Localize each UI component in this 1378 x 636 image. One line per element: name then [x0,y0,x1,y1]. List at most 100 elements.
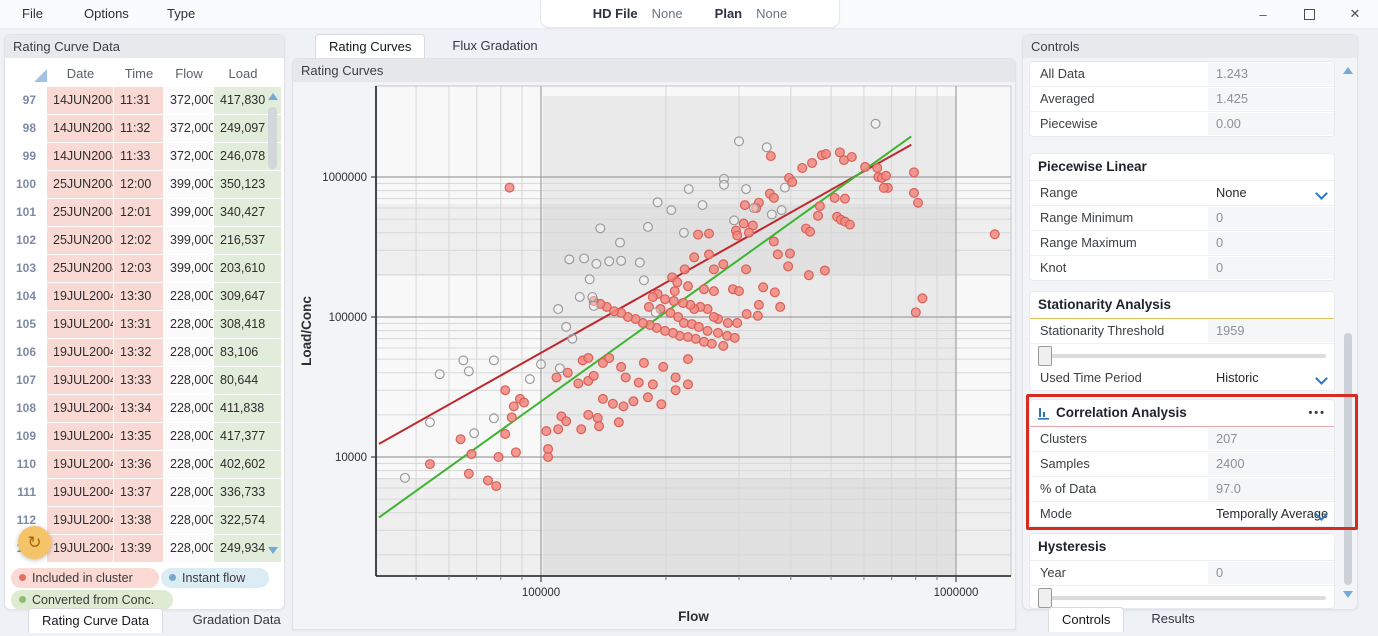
cell-time[interactable]: 13:37 [114,479,164,506]
data-point-other[interactable] [463,366,474,377]
data-point-other[interactable] [579,253,590,264]
group-menu-icon[interactable]: ••• [1308,407,1326,419]
data-point-included[interactable] [765,151,776,162]
col-header-time[interactable]: Time [124,66,154,81]
data-point-included[interactable] [732,318,743,329]
cell-flow[interactable]: 372,000 [164,87,214,114]
data-point-included[interactable] [752,310,763,321]
data-point-included[interactable] [734,286,745,297]
cell-flow[interactable]: 228,000 [164,451,214,478]
tab-gradation-data[interactable]: Gradation Data [192,612,281,627]
control-dropdown[interactable]: Historic [1208,367,1334,389]
cell-time[interactable]: 11:33 [114,143,164,170]
data-point-included[interactable] [819,265,830,276]
data-point-other[interactable] [614,237,625,248]
menu-file[interactable]: File [22,6,43,21]
cell-flow[interactable]: 228,000 [164,311,214,338]
data-point-included[interactable] [704,249,715,260]
data-point-included[interactable] [592,412,603,423]
data-point-included[interactable] [805,226,816,237]
data-point-included[interactable] [510,447,521,458]
cell-flow[interactable]: 228,000 [164,535,214,562]
data-point-included[interactable] [643,301,654,312]
row-number[interactable]: 106 [15,345,36,359]
data-point-other[interactable] [729,215,740,226]
data-point-included[interactable] [583,352,594,363]
data-point-included[interactable] [463,468,474,479]
row-number[interactable]: 112 [16,513,36,527]
menu-type[interactable]: Type [167,6,196,21]
data-point-other[interactable] [434,369,445,380]
cell-flow[interactable]: 228,000 [164,339,214,366]
data-point-included[interactable] [741,309,752,320]
cell-date[interactable]: 19JUL2004 [47,311,114,338]
data-point-included[interactable] [672,277,683,288]
data-point-included[interactable] [607,398,618,409]
data-point-other[interactable] [604,256,615,267]
data-point-included[interactable] [880,170,891,181]
slider-track[interactable] [1038,596,1326,600]
data-point-other[interactable] [458,355,469,366]
data-point-included[interactable] [783,261,794,272]
row-number[interactable]: 104 [15,289,36,303]
row-number[interactable]: 107 [15,373,36,387]
data-point-included[interactable] [846,151,857,162]
cell-load[interactable]: 402,602 [214,451,282,478]
data-point-included[interactable] [878,182,889,193]
minimize-button[interactable]: – [1259,6,1267,22]
col-header-load[interactable]: Load [228,66,258,81]
data-point-included[interactable] [689,252,700,263]
data-point-included[interactable] [506,412,517,423]
row-number[interactable]: 99 [22,149,36,163]
table-row[interactable]: 103 25JUN2004 12:03 399,000 203,610 [5,255,282,283]
tab-results[interactable]: Results [1151,611,1195,626]
control-dropdown[interactable]: None [1208,182,1334,204]
table-row[interactable]: 107 19JUL2004 13:33 228,000 80,644 [5,367,282,395]
data-point-included[interactable] [908,167,919,178]
data-point-included[interactable] [693,229,704,240]
data-point-included[interactable] [702,325,713,336]
data-point-included[interactable] [768,236,779,247]
data-point-included[interactable] [708,312,719,323]
tab-controls[interactable]: Controls [1048,607,1125,632]
cell-time[interactable]: 11:32 [114,115,164,142]
data-point-included[interactable] [508,401,519,412]
slider[interactable] [1038,588,1326,608]
cell-time[interactable]: 13:36 [114,451,164,478]
data-point-included[interactable] [553,424,564,435]
refresh-button[interactable]: ↻ [18,526,51,559]
data-point-included[interactable] [772,249,783,260]
cell-date[interactable]: 19JUL2004 [47,367,114,394]
data-point-included[interactable] [682,379,693,390]
data-point-included[interactable] [594,421,605,432]
cell-load[interactable]: 417,377 [214,423,282,450]
data-point-included[interactable] [698,284,709,295]
controls-scrollbar-thumb[interactable] [1344,333,1352,585]
cell-time[interactable]: 13:33 [114,367,164,394]
data-point-other[interactable] [779,182,790,193]
col-header-flow[interactable]: Flow [175,66,203,81]
col-header-date[interactable]: Date [66,66,95,81]
cell-time[interactable]: 13:31 [114,311,164,338]
data-point-included[interactable] [466,449,477,460]
data-point-included[interactable] [713,327,724,338]
maximize-button[interactable] [1286,0,1332,28]
data-point-included[interactable] [844,219,855,230]
data-point-other[interactable] [567,333,578,344]
data-point-other[interactable] [584,274,595,285]
cell-date[interactable]: 14JUN2004 [47,115,114,142]
data-point-included[interactable] [667,327,678,338]
cell-flow[interactable]: 228,000 [164,479,214,506]
data-point-included[interactable] [658,361,669,372]
cell-load[interactable]: 83,106 [214,339,282,366]
cell-date[interactable]: 25JUN2004 [47,227,114,254]
controls-scroll-down-icon[interactable] [1343,591,1353,598]
data-point-included[interactable] [678,297,689,308]
data-point-other[interactable] [634,257,645,268]
data-point-included[interactable] [682,354,693,365]
data-point-other[interactable] [574,291,585,302]
data-point-other[interactable] [564,254,575,265]
data-point-other[interactable] [616,255,627,266]
data-point-included[interactable] [500,428,511,439]
cell-flow[interactable]: 228,000 [164,395,214,422]
